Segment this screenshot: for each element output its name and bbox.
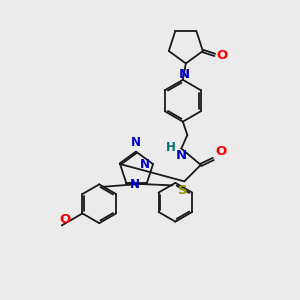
Text: H: H [166,141,176,154]
Text: N: N [179,68,190,81]
Text: O: O [215,145,226,158]
Text: N: N [140,158,149,171]
Text: O: O [216,49,227,62]
Text: O: O [59,213,70,226]
Text: N: N [131,136,141,148]
Text: N: N [130,178,140,191]
Text: S: S [178,184,188,197]
Text: N: N [176,148,187,161]
